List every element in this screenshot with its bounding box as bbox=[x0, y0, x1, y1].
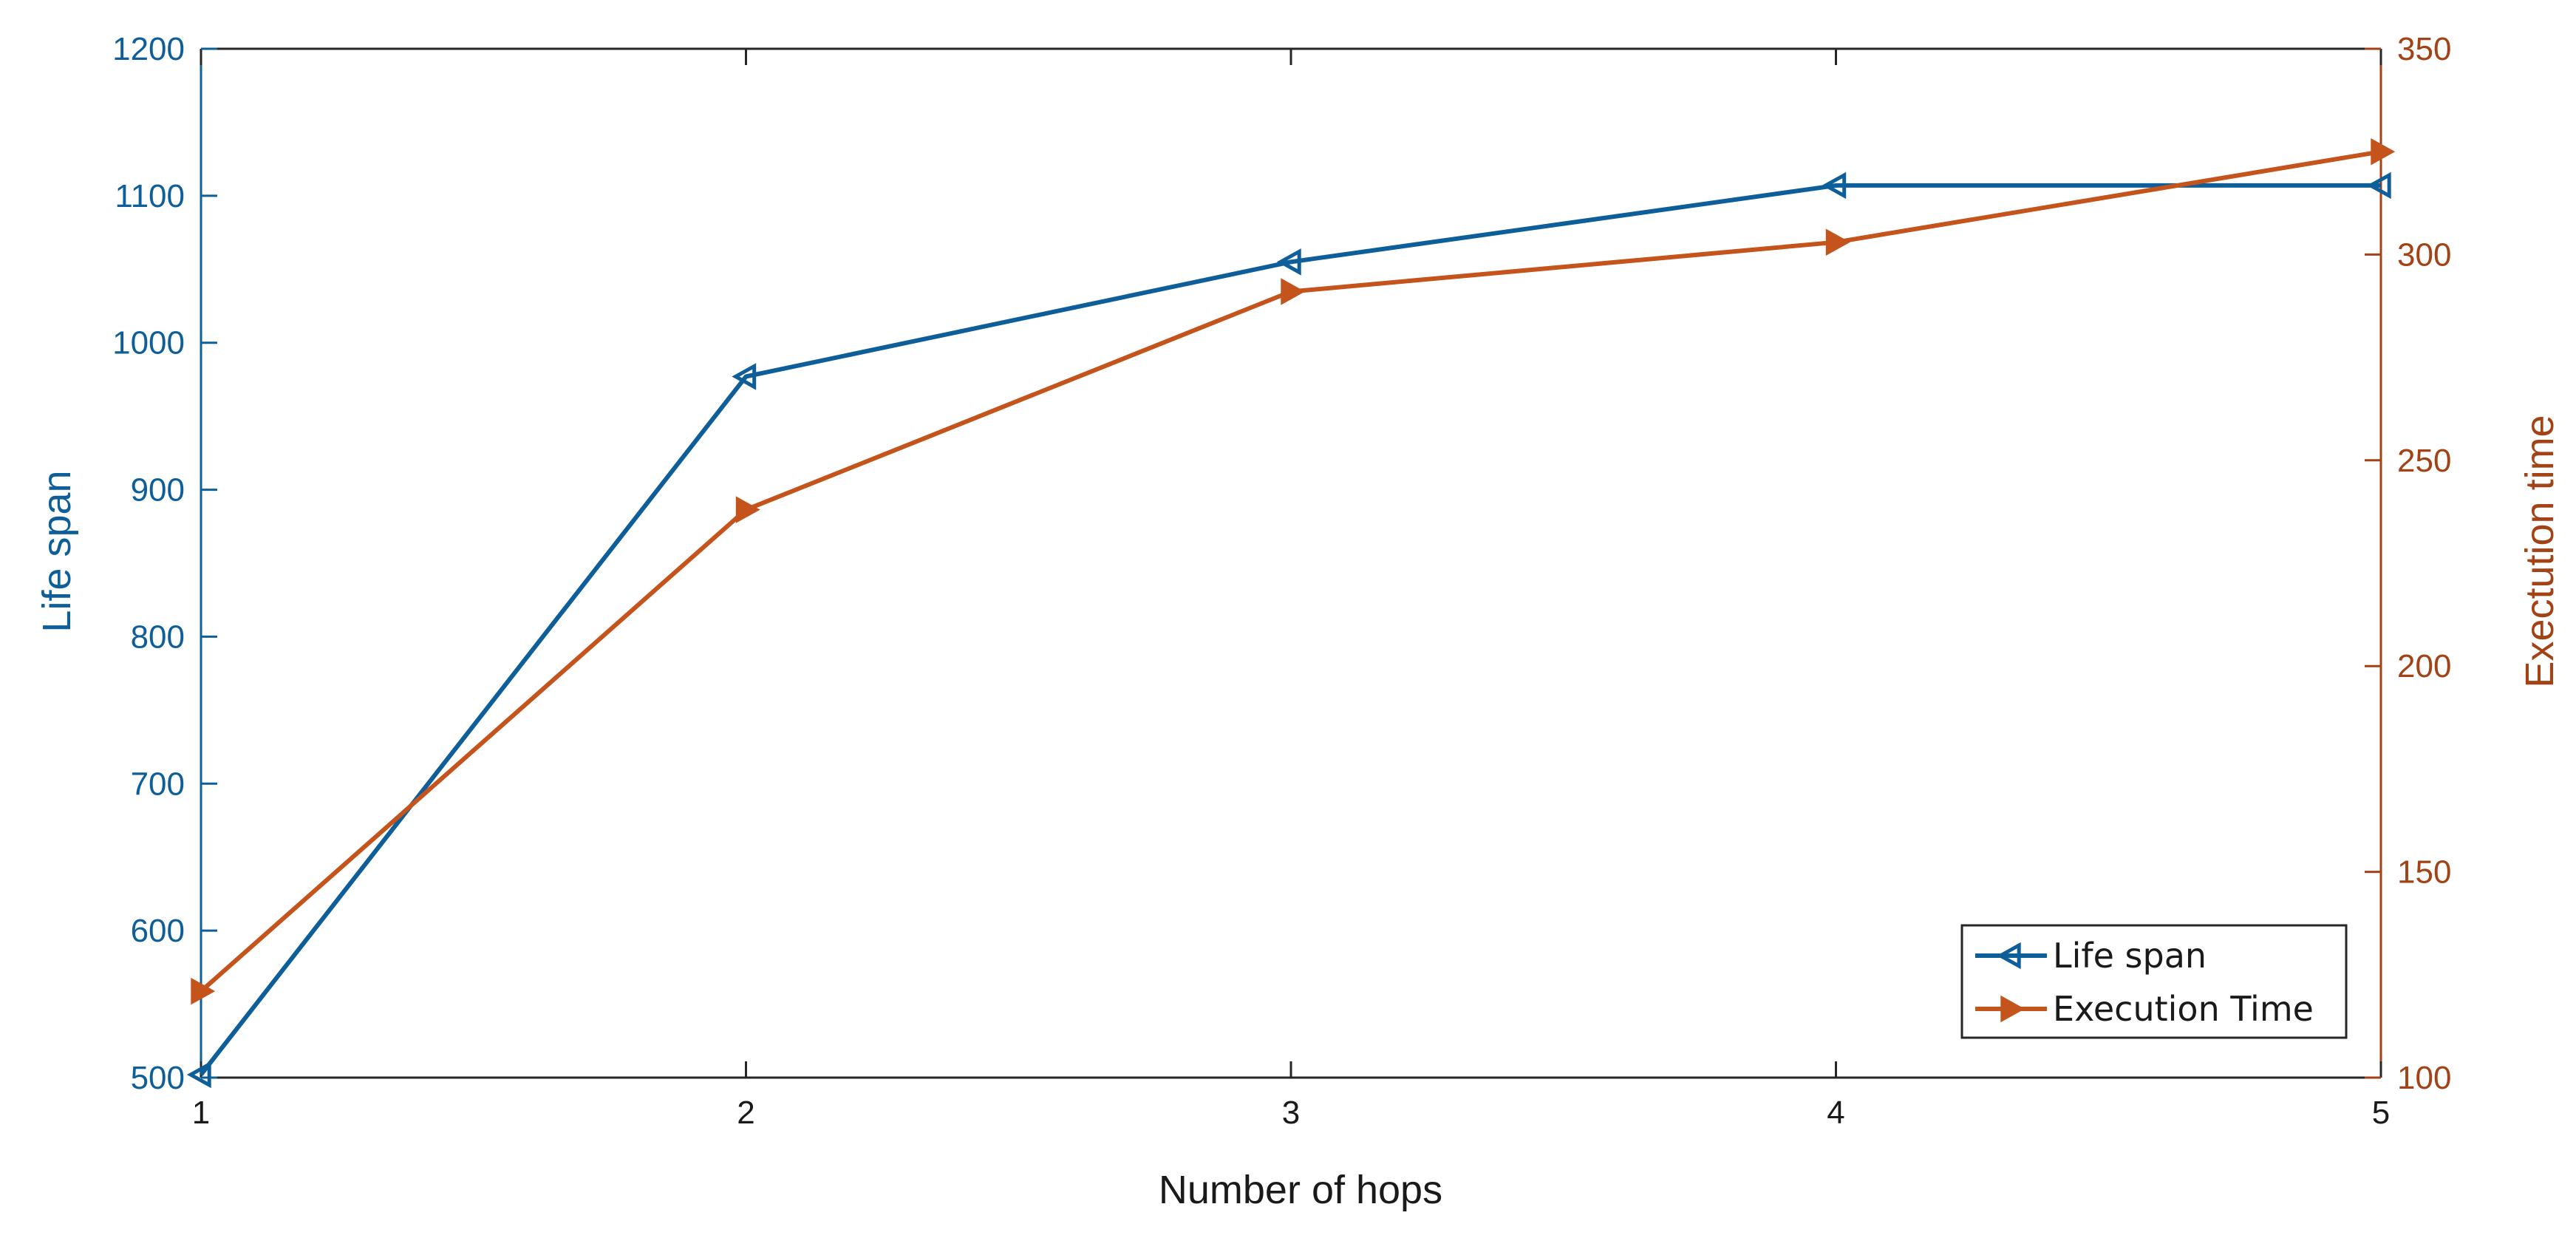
legend-label-execution-time: Execution Time bbox=[2053, 989, 2314, 1029]
data-point-execution-time bbox=[2371, 137, 2396, 166]
left-y-axis: 500 600 700 800 900 1000 1100 1200 bbox=[112, 31, 217, 1096]
left-y-tick-label: 1000 bbox=[112, 325, 185, 361]
legend: Life span Execution Time bbox=[1960, 924, 2348, 1039]
left-y-tick-label: 1100 bbox=[115, 178, 185, 214]
plot-frame bbox=[200, 47, 2382, 1079]
right-y-tick-label: 100 bbox=[2397, 1060, 2451, 1096]
right-y-tick-label: 200 bbox=[2397, 648, 2451, 684]
series-line-life-span bbox=[199, 183, 2381, 1076]
data-point-execution-time bbox=[1281, 278, 1306, 305]
left-y-tick-label: 500 bbox=[131, 1060, 185, 1096]
x-tick-label: 4 bbox=[1827, 1095, 1844, 1131]
left-y-tick-label: 900 bbox=[131, 472, 185, 509]
left-y-tick-label: 800 bbox=[131, 619, 185, 655]
right-y-tick-label: 300 bbox=[2397, 237, 2451, 273]
data-point-life-span bbox=[1276, 248, 1301, 276]
data-point-life-span bbox=[732, 363, 757, 390]
right-y-tick-label: 250 bbox=[2397, 443, 2451, 479]
data-point-life-span bbox=[1822, 171, 1847, 200]
right-y-axis-title: Exectution time bbox=[2518, 415, 2562, 687]
x-tick-label: 1 bbox=[192, 1095, 210, 1131]
legend-marker-life-span bbox=[1996, 942, 2021, 970]
series-layer bbox=[186, 137, 2396, 1089]
legend-entry-life-span: Life span bbox=[1975, 936, 2207, 976]
data-point-life-span bbox=[186, 1061, 211, 1089]
x-tick-label: 3 bbox=[1282, 1095, 1300, 1131]
right-y-tick-label: 150 bbox=[2397, 854, 2451, 891]
legend-marker-execution-time bbox=[2000, 995, 2025, 1023]
left-y-tick-label: 600 bbox=[131, 913, 185, 949]
left-y-axis-title: Life span bbox=[35, 470, 79, 632]
x-axis: 1 2 3 4 5 bbox=[192, 49, 2390, 1131]
legend-entry-execution-time: Execution Time bbox=[1975, 989, 2314, 1029]
x-tick-label: 5 bbox=[2372, 1095, 2390, 1131]
legend-label-life-span: Life span bbox=[2053, 936, 2207, 976]
left-y-tick-label: 700 bbox=[131, 766, 185, 802]
data-point-execution-time bbox=[1825, 228, 1850, 256]
right-y-axis: 100 150 200 250 300 350 bbox=[2365, 31, 2451, 1096]
data-point-execution-time bbox=[191, 977, 216, 1005]
series-line-execution-time bbox=[200, 149, 2382, 993]
data-point-life-span bbox=[2366, 171, 2391, 200]
legend-box bbox=[1960, 924, 2348, 1039]
data-point-execution-time bbox=[735, 496, 760, 523]
x-axis-title: Number of hops bbox=[1159, 1168, 1442, 1212]
left-y-tick-label: 1200 bbox=[112, 31, 185, 67]
right-y-tick-label: 350 bbox=[2397, 31, 2451, 67]
x-tick-label: 2 bbox=[737, 1095, 754, 1131]
